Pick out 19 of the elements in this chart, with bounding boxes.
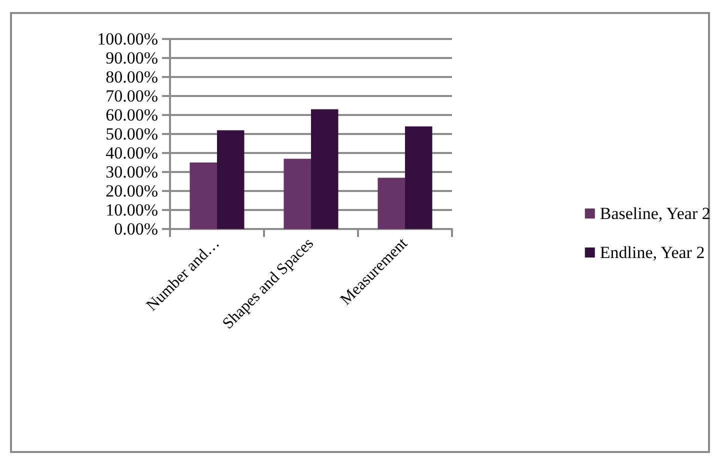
y-tick-label: 0.00% xyxy=(114,220,158,238)
bar xyxy=(311,109,338,229)
y-tick-label: 30.00% xyxy=(106,162,158,182)
y-tick-label: 60.00% xyxy=(106,106,158,124)
y-tick-label: 10.00% xyxy=(106,200,158,220)
bar xyxy=(190,162,217,229)
bar xyxy=(217,130,244,229)
y-tick-label: 90.00% xyxy=(106,48,158,68)
legend-label: Endline, Year 2 xyxy=(600,243,705,262)
bar xyxy=(284,158,311,229)
y-tick-label: 20.00% xyxy=(106,182,158,200)
y-tick-label: 40.00% xyxy=(106,144,158,162)
y-tick-label: 70.00% xyxy=(106,86,158,106)
y-tick-label: 50.00% xyxy=(106,124,158,144)
y-tick-label: 80.00% xyxy=(106,68,158,86)
bar xyxy=(378,178,405,229)
y-tick-label: 100.00% xyxy=(97,30,158,48)
legend-label: Baseline, Year 2 xyxy=(600,204,710,223)
bar xyxy=(405,126,432,229)
